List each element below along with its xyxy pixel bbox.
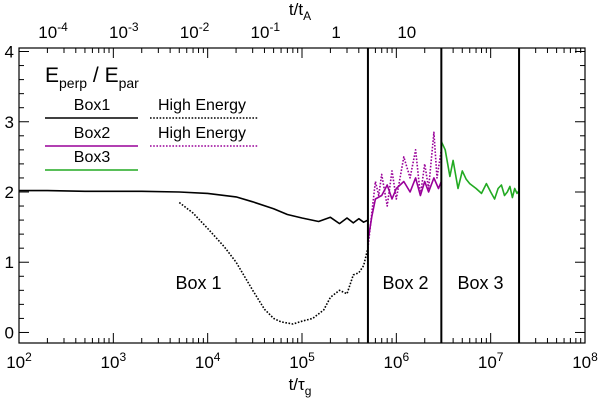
series-layer [19, 131, 520, 325]
x-tick-label: 105 [289, 350, 315, 372]
x2-axis-label: t/tA [289, 0, 311, 23]
x2-tick-label: 10 [397, 23, 416, 42]
y-tick-label: 2 [5, 183, 14, 202]
series-box3 [440, 141, 520, 200]
series-high-energy-box2 [367, 131, 443, 249]
legend-label: Box2 [74, 125, 111, 142]
y-tick-label: 4 [5, 43, 14, 62]
x-tick-label: 104 [195, 350, 221, 372]
x-tick-label: 103 [101, 350, 127, 372]
x-tick-label: 102 [6, 350, 32, 372]
x2-tick-label: 1 [331, 23, 340, 42]
x2-tick-label: 10-2 [180, 20, 210, 42]
x-tick-label: 107 [478, 350, 504, 372]
region-label: Box 2 [382, 273, 428, 293]
series-box1 [19, 189, 369, 225]
y-tick-label: 0 [5, 323, 14, 342]
x2-tick-label: 10-4 [38, 20, 68, 42]
x2-tick-label: 10-1 [251, 20, 281, 42]
region-label: Box 1 [176, 273, 222, 293]
chart-title: Eperp / Epar [45, 64, 139, 91]
decor-layer: Box 1 Box 2 Box 3 Eperp / Epar Box1 High Ener… [45, 48, 521, 343]
x2-tick-label: 10-3 [109, 20, 139, 42]
x-tick-label: 106 [384, 350, 410, 372]
x-axis-label: t/τg [289, 375, 312, 398]
legend-label: Box1 [74, 97, 111, 114]
y-tick-label: 1 [5, 253, 14, 272]
series-box2 [367, 177, 443, 242]
region-label: Box 3 [457, 273, 503, 293]
x-tick-label: 108 [572, 350, 598, 372]
plot-frame [18, 47, 586, 344]
legend-label: Box3 [74, 149, 111, 166]
legend-label: High Energy [158, 97, 246, 114]
series-high-energy-box1 [178, 201, 369, 325]
legend-label: High Energy [158, 125, 246, 142]
y-tick-label: 3 [5, 113, 14, 132]
